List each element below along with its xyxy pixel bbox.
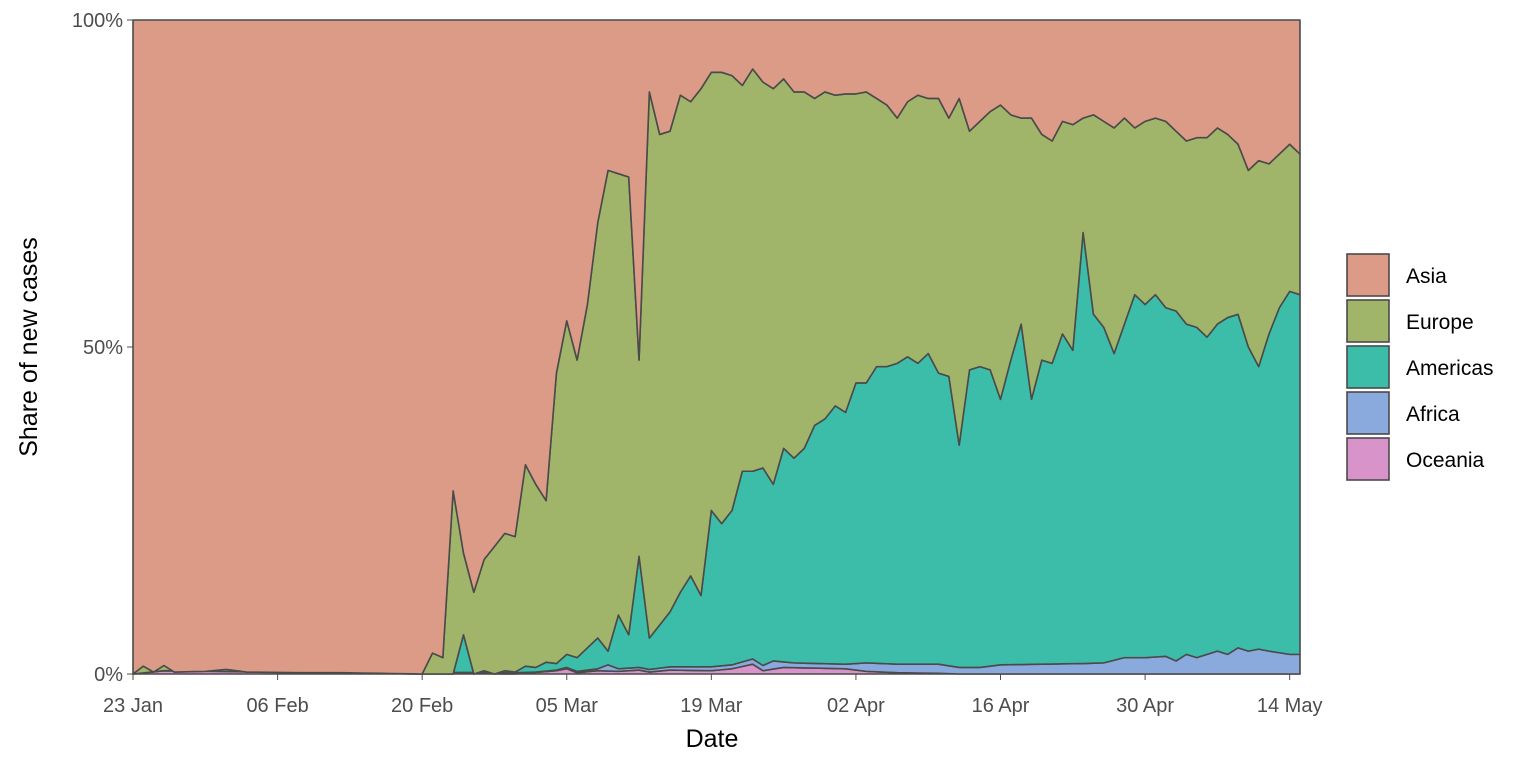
x-tick-label: 02 Apr	[827, 695, 885, 717]
legend-key-europe	[1346, 299, 1390, 343]
x-tick-label: 16 Apr	[972, 695, 1030, 717]
legend-label-oceania: Oceania	[1406, 449, 1485, 472]
x-tick-label: 30 Apr	[1116, 695, 1174, 717]
x-tick-label: 19 Mar	[680, 695, 743, 717]
x-tick-label: 06 Feb	[246, 695, 308, 717]
x-tick-label: 05 Mar	[536, 695, 599, 717]
x-tick-label: 20 Feb	[391, 695, 453, 717]
legend-label-europe: Europe	[1406, 311, 1474, 334]
legend-label-americas: Americas	[1406, 357, 1494, 380]
area-series	[132, 19, 1301, 675]
x-tick-label: 23 Jan	[103, 695, 163, 717]
x-axis-ticks: 23 Jan 06 Feb 20 Feb 05 Mar 19 Mar 02 Apr 16 A…	[103, 674, 1323, 717]
y-tick-label: 0%	[94, 664, 123, 686]
legend-label-africa: Africa	[1406, 403, 1460, 426]
legend-label-asia: Asia	[1406, 265, 1447, 288]
legend-key-americas	[1346, 345, 1390, 389]
y-axis-title: Share of new cases	[15, 237, 43, 457]
legend-key-oceania	[1346, 437, 1390, 481]
x-axis-title: Date	[686, 725, 739, 753]
legend-key-asia	[1346, 253, 1390, 297]
legend-key-africa	[1346, 391, 1390, 435]
y-axis-ticks: 0% 50% 100%	[72, 10, 133, 686]
area-asia	[132, 19, 1301, 675]
legend: Asia Europe Americas Africa Oceania	[1346, 253, 1494, 481]
y-tick-label: 100%	[72, 10, 123, 32]
x-tick-label: 14 May	[1257, 695, 1323, 717]
y-tick-label: 50%	[83, 337, 123, 359]
